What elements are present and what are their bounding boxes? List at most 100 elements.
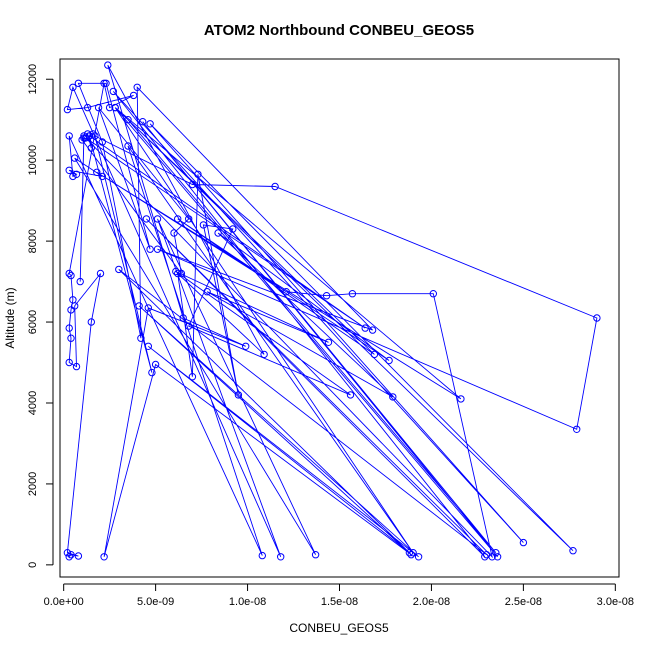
- data-point: [83, 130, 92, 138]
- x-axis-label: CONBEU_GEOS5: [289, 621, 389, 635]
- y-tick-label: 0: [27, 562, 39, 568]
- data-point: [133, 83, 141, 92]
- data-point: [488, 553, 496, 561]
- data-point: [146, 245, 154, 253]
- data-point: [185, 322, 193, 330]
- data-point: [368, 326, 377, 334]
- x-tick-label: 2.5e-08: [505, 596, 542, 608]
- data-point: [519, 538, 528, 547]
- data-point: [85, 132, 94, 140]
- data-point: [429, 290, 437, 298]
- chart-title: ATOM2 Northbound CONBEU_GEOS5: [204, 22, 474, 39]
- data-point: [481, 553, 489, 561]
- data-point: [100, 553, 108, 561]
- data-point: [139, 118, 147, 126]
- y-tick-label: 2000: [27, 472, 39, 496]
- data-point: [260, 350, 268, 359]
- data-point: [111, 103, 119, 112]
- data-point: [174, 215, 182, 223]
- data-point: [346, 391, 355, 399]
- data-point: [569, 547, 577, 555]
- data-point: [124, 142, 132, 150]
- data-point: [104, 61, 112, 69]
- data-point: [69, 83, 77, 92]
- data-point: [229, 225, 237, 233]
- data-point: [407, 551, 415, 559]
- data-point: [389, 393, 397, 401]
- data-point: [153, 215, 162, 223]
- data-point: [98, 172, 107, 181]
- data-point: [188, 180, 197, 189]
- data-point: [65, 358, 73, 367]
- x-tick-label: 1.5e-08: [321, 596, 358, 608]
- data-point: [65, 324, 73, 332]
- x-tick-label: 5.0e-09: [137, 596, 174, 608]
- data-point: [199, 221, 208, 229]
- data-point: [105, 103, 114, 112]
- data-point: [67, 334, 75, 342]
- x-tick-label: 3.0e-08: [597, 596, 634, 608]
- data-point: [96, 269, 105, 278]
- data-point: [203, 288, 211, 296]
- data-point: [65, 132, 73, 140]
- data-point: [174, 269, 182, 278]
- data-point: [69, 296, 77, 304]
- x-tick-label: 0.0e+00: [44, 596, 84, 608]
- x-tick-label: 1.0e-08: [229, 596, 266, 608]
- data-point: [72, 362, 81, 371]
- data-point: [492, 549, 500, 557]
- data-point: [69, 172, 77, 181]
- data-point: [93, 168, 101, 177]
- data-point: [135, 302, 143, 310]
- y-tick-label: 4000: [27, 391, 39, 415]
- data-point: [94, 103, 103, 112]
- y-tick-label: 10000: [27, 145, 39, 176]
- y-tick-label: 12000: [27, 64, 39, 95]
- data-point: [89, 130, 97, 138]
- data-point: [87, 318, 96, 326]
- data-point: [72, 170, 81, 179]
- data-point: [324, 338, 333, 346]
- data-point: [71, 154, 79, 162]
- data-point: [65, 166, 73, 175]
- plot-area-frame: [59, 58, 620, 578]
- data-point: [67, 271, 75, 280]
- y-tick-label: 8000: [27, 229, 39, 253]
- data-point: [214, 229, 222, 237]
- data-point: [277, 553, 285, 561]
- data-point: [91, 132, 99, 140]
- series-line: [66, 64, 598, 559]
- data-point: [179, 314, 187, 322]
- data-point: [144, 342, 153, 350]
- data-point: [115, 265, 123, 274]
- data-point: [63, 549, 72, 557]
- data-point: [153, 245, 162, 253]
- data-point: [457, 395, 465, 403]
- data-point: [414, 553, 423, 561]
- data-point: [188, 373, 197, 381]
- y-axis-label: Altitude (m): [3, 287, 17, 348]
- data-point: [142, 215, 151, 223]
- data-point: [234, 391, 243, 399]
- data-point: [271, 182, 279, 191]
- y-axis: 0 2000 4000 6000 8000 10000 12000: [27, 64, 54, 568]
- data-point: [100, 79, 108, 88]
- data-point: [185, 215, 193, 223]
- data-point: [348, 290, 357, 298]
- data-point: [83, 103, 92, 112]
- data-point: [67, 306, 75, 314]
- data-point: [124, 116, 132, 124]
- data-point: [67, 551, 75, 559]
- data-point: [109, 87, 118, 96]
- data-point: [151, 360, 160, 369]
- data-point: [258, 551, 266, 560]
- data-point: [78, 136, 86, 144]
- data-point: [405, 549, 414, 557]
- series-layer: [63, 61, 601, 561]
- data-point: [146, 120, 154, 128]
- data-point: [74, 79, 83, 88]
- data-point: [98, 138, 107, 146]
- data-point: [148, 368, 156, 377]
- data-point: [102, 79, 110, 88]
